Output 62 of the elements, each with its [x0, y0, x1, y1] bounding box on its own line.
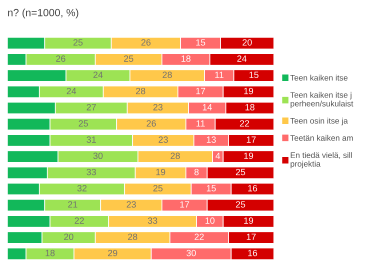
- data-label: 24: [66, 88, 76, 94]
- data-label: 25: [236, 201, 246, 208]
- data-label: 26: [141, 39, 151, 46]
- data-label: 18: [182, 55, 191, 62]
- data-label: 33: [148, 217, 158, 224]
- data-label: 15: [196, 39, 206, 46]
- data-label: 22: [240, 120, 250, 127]
- chart-title: n? (n=1000, %): [8, 8, 78, 18]
- data-label: 28: [162, 72, 172, 78]
- data-label: 25: [124, 55, 134, 62]
- data-label: 25: [78, 120, 88, 127]
- data-label: 15: [249, 72, 258, 78]
- data-label: 19: [244, 88, 254, 94]
- data-label: 27: [86, 104, 96, 110]
- data-label: 11: [215, 72, 224, 78]
- data-label: 22: [194, 234, 204, 240]
- data-label: 31: [86, 136, 96, 143]
- data-label: 22: [74, 217, 84, 224]
- data-label: 19: [156, 168, 166, 176]
- data-label: 10: [206, 217, 215, 224]
- data-label: 11: [196, 120, 205, 127]
- data-label: 8: [194, 168, 199, 176]
- data-label: 16: [248, 250, 258, 256]
- data-label: 18: [46, 250, 55, 256]
- data-label: 28: [170, 152, 180, 160]
- data-label: 33: [86, 168, 96, 176]
- data-label: 17: [196, 88, 206, 94]
- data-label: 25: [153, 185, 163, 192]
- legend-label: Teen kaiken itse: [290, 74, 348, 81]
- data-label: 23: [153, 104, 163, 110]
- data-label: 16: [248, 185, 258, 192]
- data-label: 17: [246, 136, 256, 143]
- data-label: 23: [158, 136, 168, 143]
- data-label: 13: [206, 136, 216, 143]
- data-label: 19: [244, 152, 254, 160]
- data-label: 15: [206, 185, 216, 192]
- data-label: 19: [244, 217, 254, 224]
- data-label: 21: [68, 201, 78, 208]
- data-label: 24: [93, 72, 103, 78]
- data-label: 29: [108, 250, 118, 256]
- data-label: 4: [216, 152, 220, 159]
- data-label: 32: [77, 185, 87, 192]
- data-label: 25: [236, 168, 246, 176]
- data-label: 23: [126, 201, 136, 208]
- legend-label: Teetän kaiken am: [290, 134, 353, 141]
- data-label: 30: [93, 152, 103, 160]
- legend-label: Teen osin itse ja: [290, 118, 348, 126]
- legend-label: Teen kaiken itse j perheen/sukulaist: [290, 92, 354, 108]
- data-label: 20: [64, 234, 74, 240]
- data-label: 30: [186, 250, 196, 256]
- legend-label: En tiedä vielä, sill projektia: [290, 152, 352, 168]
- data-label: 17: [246, 234, 256, 240]
- data-label: 26: [56, 55, 66, 62]
- data-label: 28: [128, 234, 138, 240]
- data-label: 25: [73, 39, 83, 46]
- data-label: 18: [245, 104, 254, 110]
- data-label: 20: [242, 39, 252, 46]
- data-label: 14: [202, 104, 212, 110]
- data-label: 26: [146, 120, 156, 127]
- data-label: 28: [136, 88, 146, 94]
- data-label: 17: [180, 201, 190, 208]
- data-label: 24: [237, 55, 247, 62]
